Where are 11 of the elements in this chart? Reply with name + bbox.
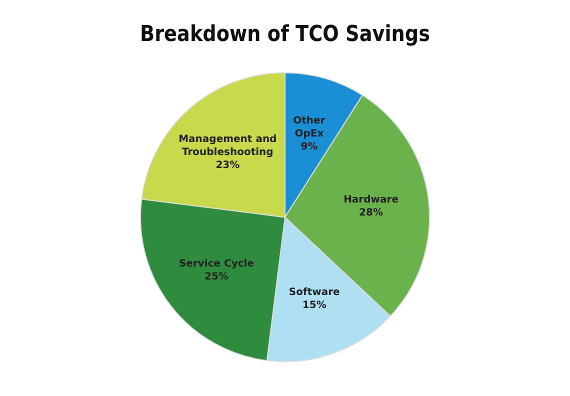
chart-title: Breakdown of TCO Savings bbox=[140, 20, 430, 46]
slice-label: Hardware bbox=[344, 194, 399, 206]
data-label: 25% bbox=[204, 271, 228, 282]
data-label: 9% bbox=[300, 142, 318, 153]
data-label: 15% bbox=[302, 300, 326, 311]
slice-label: Service Cycle bbox=[178, 258, 254, 270]
data-label: 28% bbox=[359, 207, 383, 218]
slice-label: Software bbox=[288, 286, 340, 298]
slice-label: Other OpEx bbox=[293, 116, 326, 140]
data-label: 23% bbox=[216, 160, 240, 171]
slice-label: Management and Troubleshooting bbox=[178, 134, 277, 158]
